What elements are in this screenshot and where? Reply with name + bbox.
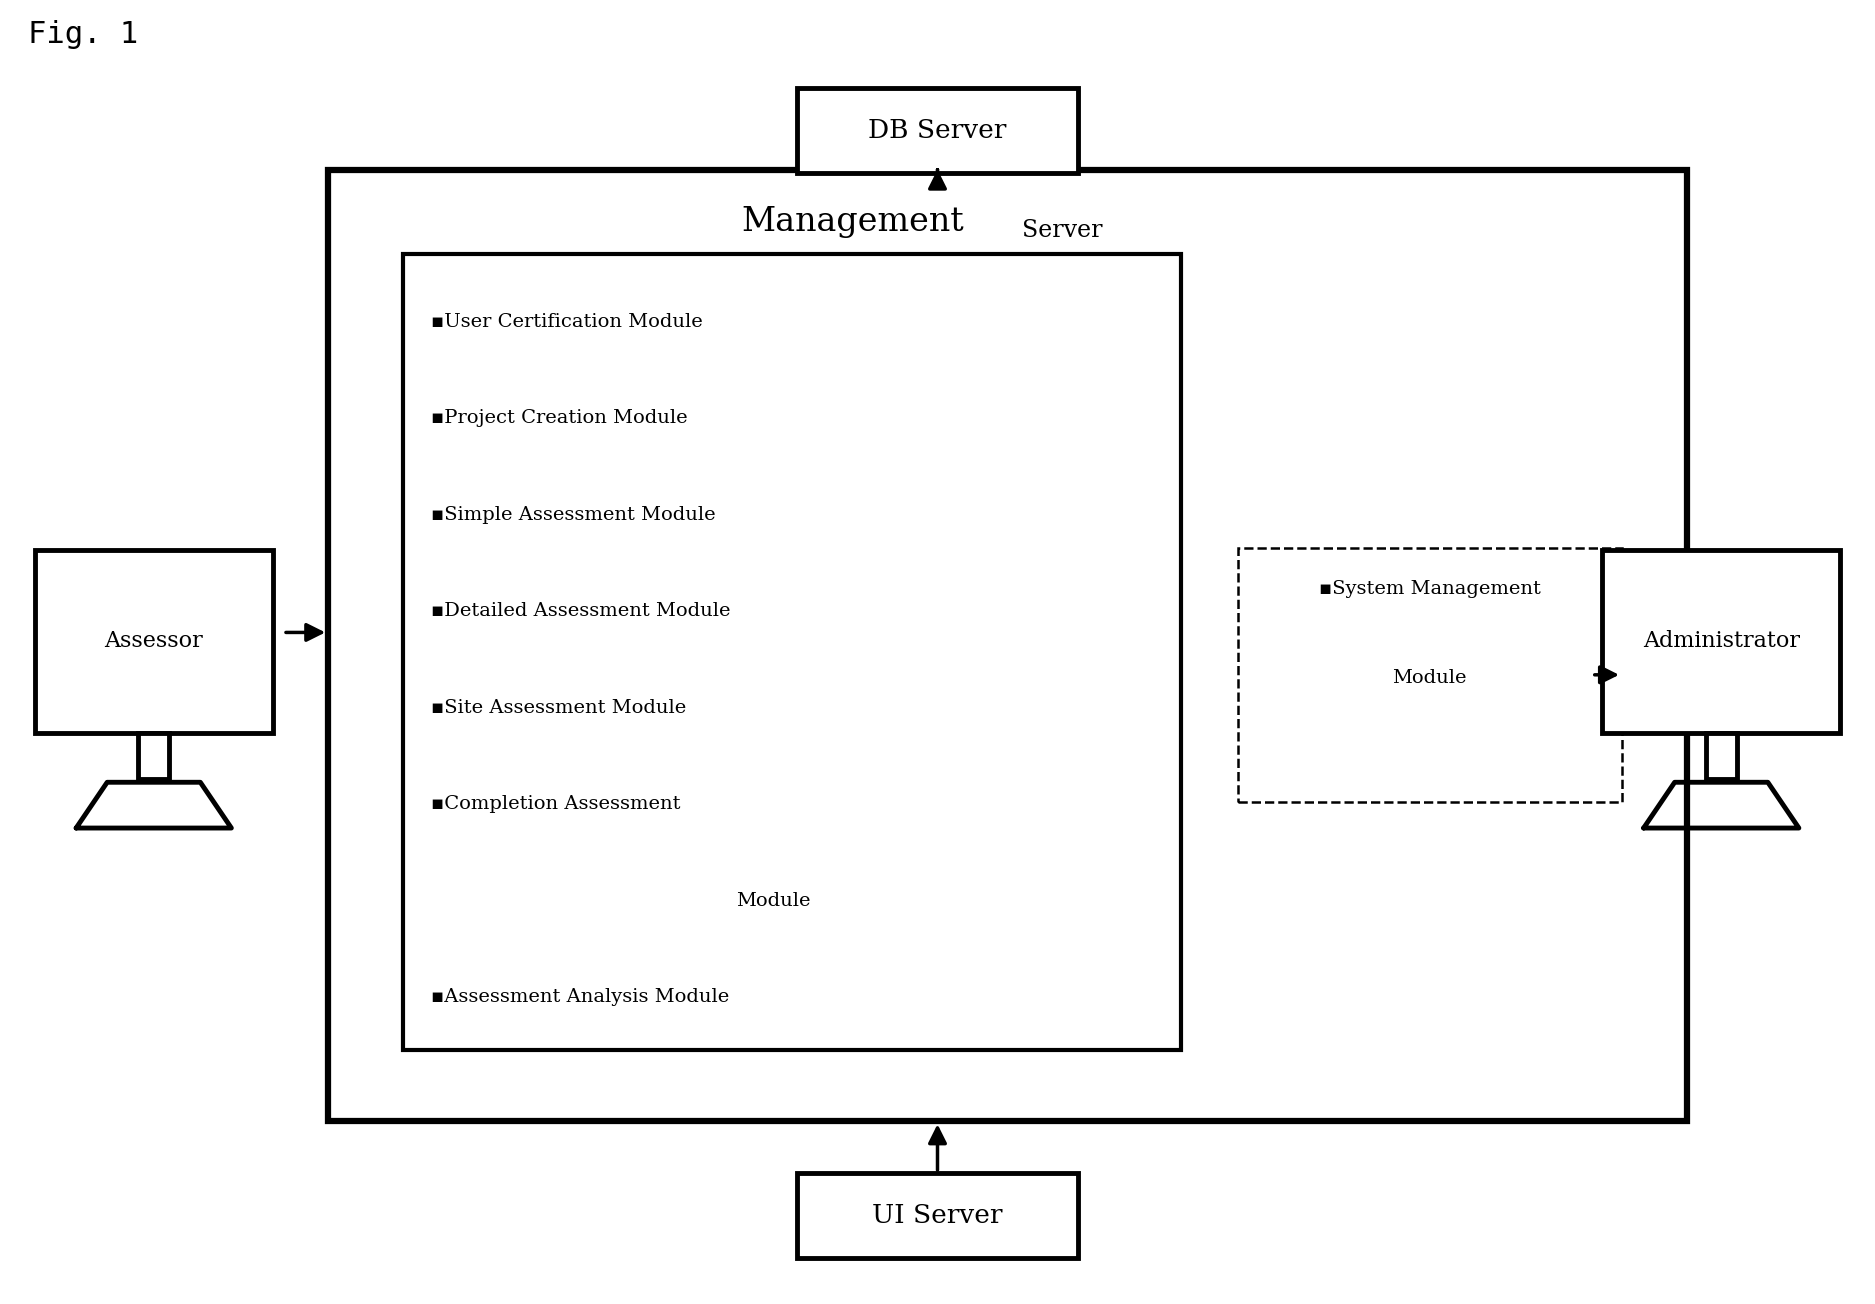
Text: Management: Management	[742, 206, 964, 239]
Bar	[139, 733, 169, 778]
Text: ▪System Management: ▪System Management	[1318, 580, 1541, 599]
Bar	[36, 550, 272, 733]
Text: ▪Assessment Analysis Module: ▪Assessment Analysis Module	[431, 988, 729, 1007]
Text: ▪Site Assessment Module: ▪Site Assessment Module	[431, 699, 686, 717]
Bar	[328, 170, 1688, 1121]
Text: Module: Module	[1393, 669, 1466, 687]
Text: Administrator: Administrator	[1642, 630, 1800, 652]
Bar	[797, 1174, 1078, 1257]
Text: Assessor: Assessor	[105, 630, 202, 652]
Bar	[1706, 733, 1736, 778]
Text: DB Server: DB Server	[868, 117, 1007, 143]
Bar	[1603, 550, 1839, 733]
Bar	[403, 254, 1181, 1050]
Bar	[797, 89, 1078, 172]
Text: Server: Server	[1022, 219, 1102, 243]
Text: ▪Simple Assessment Module: ▪Simple Assessment Module	[431, 506, 716, 524]
Text: ▪Completion Assessment: ▪Completion Assessment	[431, 795, 681, 814]
Text: Module: Module	[737, 892, 810, 910]
Text: ▪User Certification Module: ▪User Certification Module	[431, 313, 703, 331]
Text: Fig. 1: Fig. 1	[28, 20, 139, 48]
Text: ▪Project Creation Module: ▪Project Creation Module	[431, 409, 688, 428]
Text: ▪Detailed Assessment Module: ▪Detailed Assessment Module	[431, 602, 731, 621]
Text: UI Server: UI Server	[872, 1202, 1003, 1228]
Bar	[1238, 548, 1622, 802]
